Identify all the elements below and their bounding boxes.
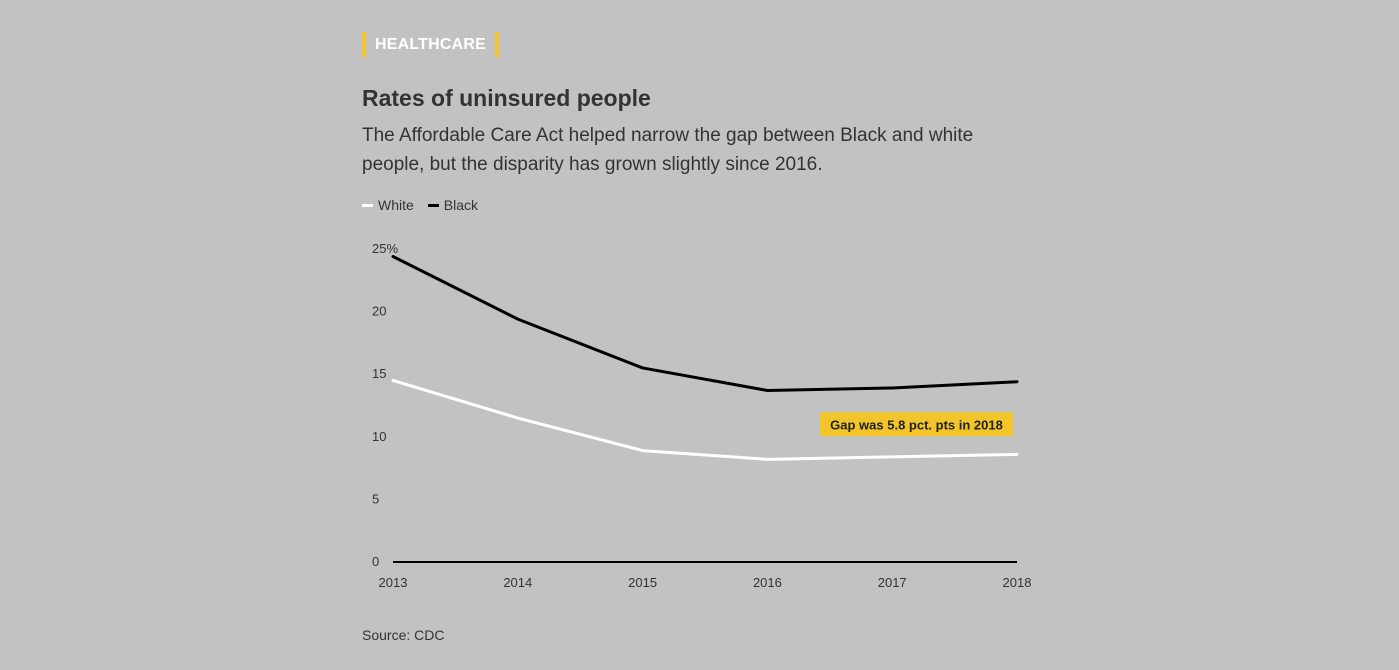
legend: White Black <box>362 197 492 213</box>
source-note: Source: CDC <box>362 627 445 643</box>
y-tick-label-5: 5 <box>372 491 379 506</box>
gap-annotation-box <box>820 412 1013 437</box>
y-tick-label-10: 10 <box>372 429 386 444</box>
legend-label-white: White <box>378 197 414 213</box>
x-tick-label-2013: 2013 <box>379 575 408 590</box>
x-tick-label-2018: 2018 <box>1003 575 1032 590</box>
legend-item-white: White <box>362 197 414 213</box>
legend-swatch-black <box>427 203 439 207</box>
category-tag: HEALTHCARE <box>362 32 500 57</box>
y-tick-label-25: 25% <box>372 241 398 256</box>
series-line-white <box>391 378 1019 461</box>
x-tick-label-2014: 2014 <box>503 575 532 590</box>
legend-item-black: Black <box>427 197 479 213</box>
chart-title: Rates of uninsured people <box>362 85 651 111</box>
x-tick-label-2017: 2017 <box>878 575 907 590</box>
legend-swatch-white <box>362 203 373 207</box>
y-tick-label-20: 20 <box>372 304 386 319</box>
series-line-black <box>391 255 1019 392</box>
legend-label-black: Black <box>443 197 479 213</box>
x-tick-label-2016: 2016 <box>753 575 782 590</box>
gap-annotation-label: Gap was 5.8 pct. pts in 2018 <box>830 417 1003 432</box>
y-tick-label-0: 0 <box>372 554 379 569</box>
x-tick-label-2015: 2015 <box>628 575 657 590</box>
chart-subtitle: The Affordable Care Act helped narrow th… <box>362 125 974 175</box>
y-tick-label-15: 15 <box>372 366 386 381</box>
